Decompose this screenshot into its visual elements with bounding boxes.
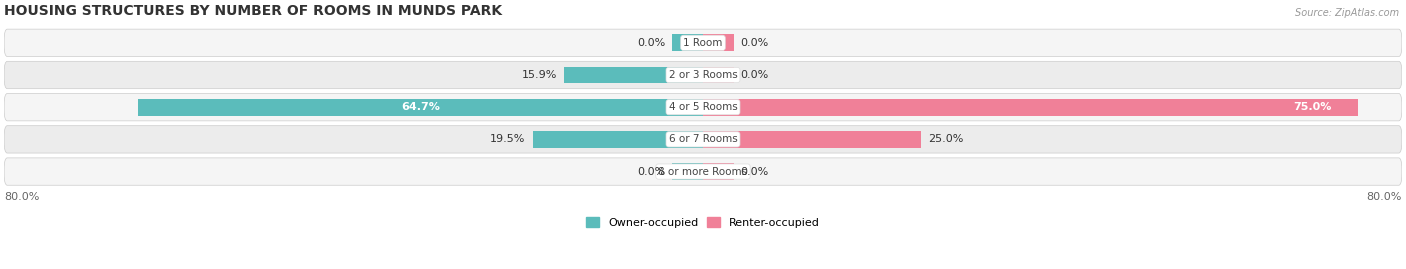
FancyBboxPatch shape bbox=[4, 94, 1402, 121]
FancyBboxPatch shape bbox=[4, 61, 1402, 89]
Text: 4 or 5 Rooms: 4 or 5 Rooms bbox=[669, 102, 737, 112]
Text: 0.0%: 0.0% bbox=[741, 70, 769, 80]
Text: 0.0%: 0.0% bbox=[741, 167, 769, 176]
Text: 15.9%: 15.9% bbox=[522, 70, 557, 80]
Text: 0.0%: 0.0% bbox=[741, 38, 769, 48]
Bar bbox=[703, 67, 734, 83]
Bar bbox=[138, 99, 703, 116]
Text: Source: ZipAtlas.com: Source: ZipAtlas.com bbox=[1295, 8, 1399, 18]
Text: HOUSING STRUCTURES BY NUMBER OF ROOMS IN MUNDS PARK: HOUSING STRUCTURES BY NUMBER OF ROOMS IN… bbox=[4, 4, 502, 18]
Text: 19.5%: 19.5% bbox=[491, 134, 526, 144]
Text: 0.0%: 0.0% bbox=[637, 167, 665, 176]
Bar bbox=[564, 67, 703, 83]
FancyBboxPatch shape bbox=[4, 126, 1402, 153]
Legend: Owner-occupied, Renter-occupied: Owner-occupied, Renter-occupied bbox=[581, 213, 825, 232]
Bar bbox=[703, 131, 921, 148]
Text: 0.0%: 0.0% bbox=[637, 38, 665, 48]
Bar bbox=[703, 163, 734, 180]
Text: 80.0%: 80.0% bbox=[4, 192, 39, 201]
Bar bbox=[703, 34, 734, 51]
Bar bbox=[672, 34, 703, 51]
FancyBboxPatch shape bbox=[4, 158, 1402, 185]
Bar bbox=[703, 99, 1358, 116]
Bar bbox=[672, 163, 703, 180]
Text: 6 or 7 Rooms: 6 or 7 Rooms bbox=[669, 134, 737, 144]
Text: 1 Room: 1 Room bbox=[683, 38, 723, 48]
FancyBboxPatch shape bbox=[4, 29, 1402, 56]
Text: 8 or more Rooms: 8 or more Rooms bbox=[658, 167, 748, 176]
Text: 80.0%: 80.0% bbox=[1367, 192, 1402, 201]
Text: 25.0%: 25.0% bbox=[928, 134, 963, 144]
Text: 75.0%: 75.0% bbox=[1294, 102, 1331, 112]
Bar bbox=[533, 131, 703, 148]
Text: 64.7%: 64.7% bbox=[401, 102, 440, 112]
Text: 2 or 3 Rooms: 2 or 3 Rooms bbox=[669, 70, 737, 80]
